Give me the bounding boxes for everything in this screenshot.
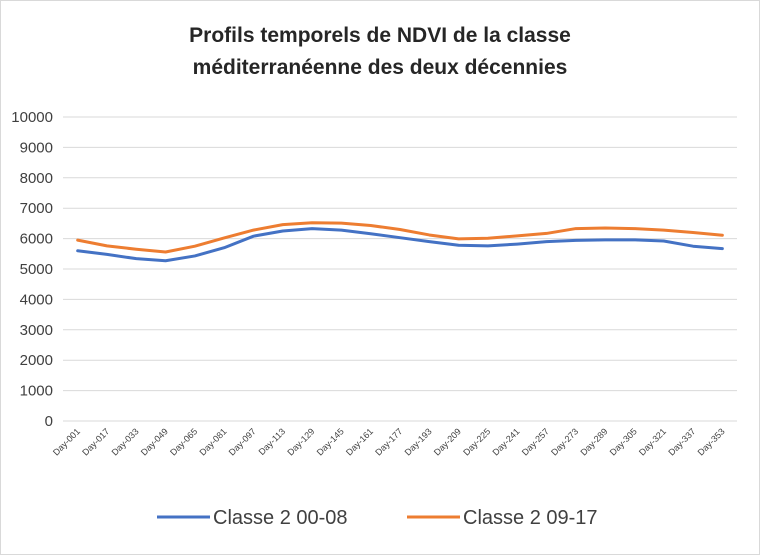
data-line [76,221,724,254]
x-tick-label: Day-241 [490,426,521,457]
y-tick-label: 7000 [20,200,53,217]
y-tick-label: 10000 [11,109,53,126]
y-tick-label: 8000 [20,170,53,187]
x-tick-label: Day-209 [432,426,463,457]
y-tick-label: 2000 [20,352,53,369]
x-tick-label: Day-193 [403,426,434,457]
x-tick-label: Day-353 [696,426,727,457]
x-tick-label: Day-001 [51,426,82,457]
y-tick-label: 1000 [20,383,53,400]
x-tick-label: Day-273 [549,426,580,457]
x-tick-label: Day-081 [197,426,228,457]
chart-title: Profils temporels de NDVI de la classe m… [189,24,571,79]
x-tick-label: Day-049 [139,426,170,457]
x-tick-label: Day-225 [461,426,492,457]
x-tick-label: Day-097 [227,426,258,457]
x-tick-label: Day-161 [344,426,375,457]
x-tick-label: Day-337 [666,426,697,457]
x-tick-label: Day-129 [285,426,316,457]
x-tick-label: Day-145 [315,426,346,457]
x-tick-label: Day-321 [637,426,668,457]
y-tick-label: 4000 [20,291,53,308]
x-tick-label: Day-065 [168,426,199,457]
y-tick-label: 3000 [20,322,53,339]
y-tick-label: 0 [45,413,53,430]
x-tick-label: Day-305 [608,426,639,457]
x-tick-label: Day-033 [110,426,141,457]
x-tick-label: Day-289 [578,426,609,457]
x-tick-label: Day-113 [257,426,288,457]
x-tick-label: Day-177 [373,426,404,457]
x-tick-label: Day-017 [80,426,111,457]
legend-label: Classe 2 09-17 [463,507,598,529]
legend-label: Classe 2 00-08 [213,507,348,529]
x-tick-label: Day-257 [520,426,551,457]
y-tick-label: 6000 [20,231,53,248]
y-tick-label: 5000 [20,261,53,278]
data-line [76,227,724,263]
y-tick-label: 9000 [20,139,53,156]
